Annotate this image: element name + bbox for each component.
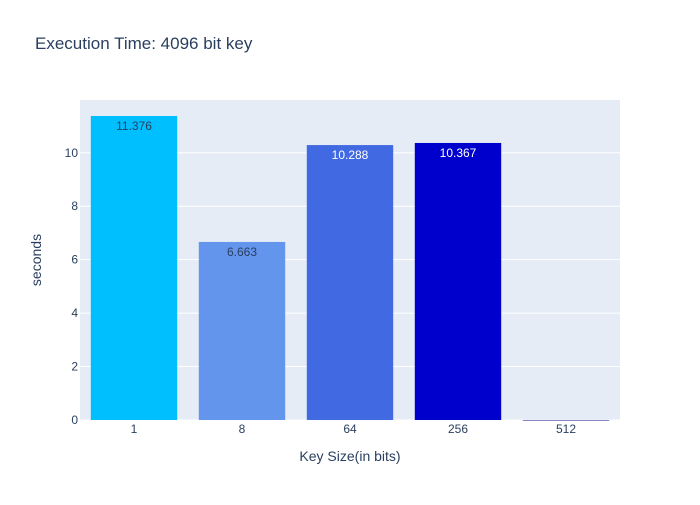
data-label: 10.367 (440, 146, 477, 160)
y-tick-label: 8 (71, 199, 78, 213)
bar (414, 142, 502, 420)
data-label: 10.288 (332, 148, 369, 162)
bar (198, 241, 286, 420)
bar (522, 419, 610, 421)
y-tick-label: 0 (71, 413, 78, 427)
y-tick-label: 6 (71, 253, 78, 267)
x-tick-label: 64 (343, 422, 357, 436)
y-tick-label: 10 (65, 146, 79, 160)
data-labels: 11.376 6.663 10.288 10.367 (116, 119, 477, 259)
y-tick-label: 2 (71, 360, 78, 374)
x-ticks: 1 8 64 256 512 (131, 422, 577, 436)
x-tick-label: 1 (131, 422, 138, 436)
x-axis-label: Key Size(in bits) (299, 448, 400, 464)
bar (306, 145, 394, 421)
data-label: 6.663 (227, 245, 257, 259)
chart-title: Execution Time: 4096 bit key (35, 34, 253, 53)
x-tick-label: 8 (239, 422, 246, 436)
y-tick-label: 4 (71, 306, 78, 320)
data-label: 11.376 (116, 119, 152, 133)
x-tick-label: 512 (556, 422, 576, 436)
x-tick-label: 256 (448, 422, 468, 436)
y-axis-label: seconds (28, 234, 44, 286)
y-ticks: 0 2 4 6 8 10 (65, 146, 79, 427)
bars (90, 116, 610, 421)
bar (90, 116, 178, 420)
